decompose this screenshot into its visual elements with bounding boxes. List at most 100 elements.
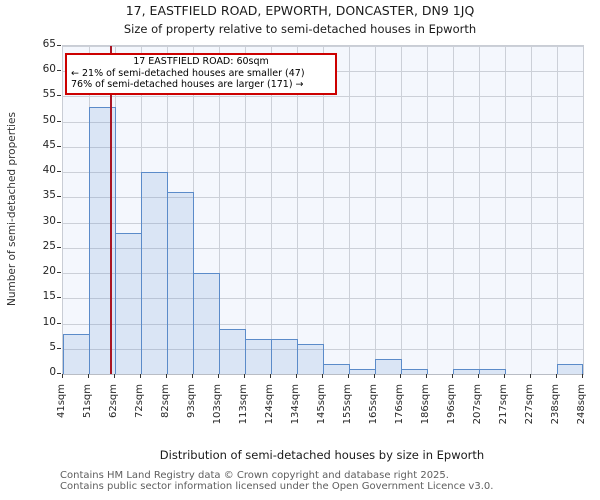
x-tick-label: 155sqm — [342, 384, 353, 425]
x-tick-mark — [556, 374, 557, 378]
x-tick-label: 124sqm — [264, 384, 275, 425]
chart-subtitle: Size of property relative to semi-detach… — [123, 22, 477, 36]
histogram-bar — [479, 369, 506, 374]
histogram-bar — [115, 233, 142, 374]
y-tick-mark — [57, 222, 61, 223]
y-tick-mark — [57, 196, 61, 197]
x-tick-mark — [322, 374, 323, 378]
histogram-bar — [557, 364, 583, 374]
footer-attribution: Contains HM Land Registry data © Crown c… — [60, 470, 493, 492]
x-tick-mark — [114, 374, 115, 378]
x-tick-mark — [582, 374, 583, 378]
x-tick-mark — [192, 374, 193, 378]
histogram-bar — [193, 273, 220, 374]
x-tick-label: 134sqm — [290, 384, 301, 425]
histogram-bar — [453, 369, 480, 374]
x-tick-label: 217sqm — [498, 384, 509, 425]
v-gridline — [297, 46, 298, 374]
x-tick-label: 227sqm — [524, 384, 535, 425]
v-gridline — [531, 46, 532, 374]
y-tick-label: 45 — [42, 139, 56, 151]
x-tick-mark — [530, 374, 531, 378]
x-tick-label: 238sqm — [550, 384, 561, 425]
x-tick-mark — [478, 374, 479, 378]
histogram-bar — [245, 339, 272, 374]
y-tick-mark — [57, 121, 61, 122]
x-tick-label: 93sqm — [186, 384, 197, 419]
y-tick-label: 25 — [42, 240, 56, 252]
x-tick-label: 248sqm — [576, 384, 587, 425]
histogram-bar — [349, 369, 376, 374]
y-tick-mark — [57, 70, 61, 71]
property-size-marker-line — [110, 46, 112, 374]
x-tick-mark — [62, 374, 63, 378]
histogram-bar — [271, 339, 298, 374]
y-tick-mark — [57, 247, 61, 248]
y-tick-label: 15 — [42, 290, 56, 302]
y-tick-mark — [57, 373, 61, 374]
v-gridline — [557, 46, 558, 374]
footer-line-1: Contains HM Land Registry data © Crown c… — [60, 470, 449, 481]
x-tick-label: 176sqm — [394, 384, 405, 425]
annotation-larger-line: 76% of semi-detached houses are larger (… — [71, 79, 304, 90]
x-tick-label: 196sqm — [446, 384, 457, 425]
x-tick-label: 103sqm — [212, 384, 223, 425]
y-tick-label: 0 — [49, 366, 56, 378]
x-tick-label: 145sqm — [316, 384, 327, 425]
annotation-smaller-line: ← 21% of semi-detached houses are smalle… — [71, 67, 305, 79]
v-gridline — [401, 46, 402, 374]
x-tick-label: 41sqm — [56, 384, 67, 419]
x-tick-label: 72sqm — [134, 384, 145, 419]
histogram-bar — [167, 192, 194, 374]
annotation-box: 17 EASTFIELD ROAD: 60sqm ← 21% of semi-d… — [65, 53, 337, 95]
x-tick-label: 82sqm — [160, 384, 171, 419]
y-tick-mark — [57, 297, 61, 298]
histogram-bar — [297, 344, 324, 374]
chart-title: 17, EASTFIELD ROAD, EPWORTH, DONCASTER, … — [125, 3, 475, 18]
y-tick-label: 65 — [42, 38, 56, 50]
histogram-bar — [141, 172, 168, 374]
v-gridline — [323, 46, 324, 374]
histogram-bar — [219, 329, 246, 374]
y-axis-label: Number of semi-detached properties — [6, 112, 18, 306]
y-tick-label: 60 — [42, 63, 56, 75]
y-tick-mark — [57, 272, 61, 273]
v-gridline — [271, 46, 272, 374]
x-tick-mark — [296, 374, 297, 378]
plot-area: 17 EASTFIELD ROAD: 60sqm ← 21% of semi-d… — [62, 45, 584, 375]
histogram-bar — [323, 364, 350, 374]
histogram-bar — [375, 359, 402, 374]
histogram-bar — [63, 334, 90, 374]
x-tick-mark — [348, 374, 349, 378]
x-tick-mark — [218, 374, 219, 378]
v-gridline — [375, 46, 376, 374]
v-gridline — [245, 46, 246, 374]
x-tick-mark — [504, 374, 505, 378]
y-tick-label: 40 — [42, 164, 56, 176]
x-tick-mark — [244, 374, 245, 378]
v-gridline — [479, 46, 480, 374]
histogram-bar — [401, 369, 428, 374]
x-tick-mark — [426, 374, 427, 378]
x-tick-label: 165sqm — [368, 384, 379, 425]
x-tick-label: 186sqm — [420, 384, 431, 425]
annotation-property-line: 17 EASTFIELD ROAD: 60sqm — [133, 56, 269, 67]
x-tick-label: 113sqm — [238, 384, 249, 425]
x-tick-mark — [88, 374, 89, 378]
x-tick-label: 51sqm — [82, 384, 93, 419]
x-tick-mark — [452, 374, 453, 378]
y-tick-mark — [57, 146, 61, 147]
footer-line-2: Contains public sector information licen… — [60, 481, 494, 492]
v-gridline — [349, 46, 350, 374]
y-tick-mark — [57, 348, 61, 349]
x-tick-mark — [400, 374, 401, 378]
y-tick-label: 35 — [42, 189, 56, 201]
y-tick-label: 5 — [49, 341, 56, 353]
y-tick-mark — [57, 171, 61, 172]
x-tick-label: 207sqm — [472, 384, 483, 425]
y-tick-label: 50 — [42, 114, 56, 126]
x-axis-label: Distribution of semi-detached houses by … — [159, 448, 485, 462]
x-tick-mark — [140, 374, 141, 378]
y-tick-mark — [57, 45, 61, 46]
